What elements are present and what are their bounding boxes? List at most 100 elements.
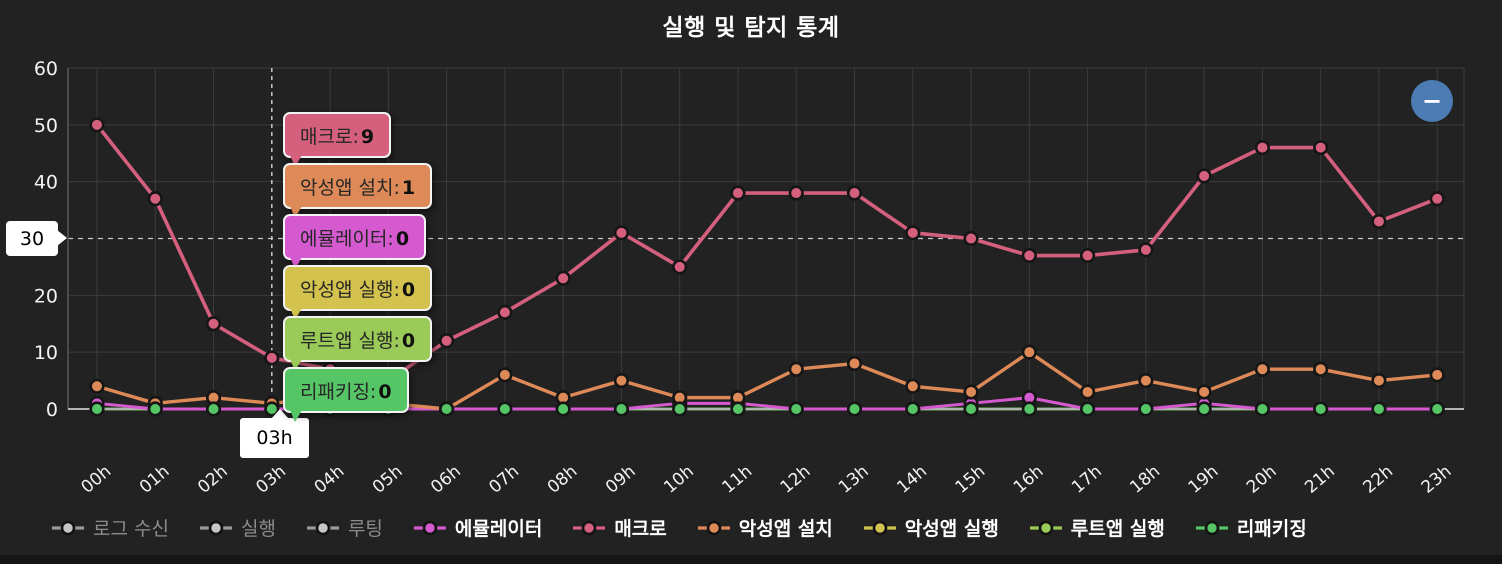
series-repackaging-point[interactable] [846, 401, 863, 417]
series-macro-point[interactable] [1313, 139, 1329, 156]
series-macro-point[interactable] [1429, 191, 1445, 207]
tooltip-value: 1 [401, 177, 416, 199]
series-macro-point[interactable] [788, 185, 804, 201]
series-malapp-install-point[interactable] [1313, 361, 1329, 377]
series-malapp-install-point[interactable] [788, 361, 804, 377]
legend-marker-dot [582, 520, 597, 535]
series-repackaging-point[interactable] [497, 401, 513, 417]
series-macro-point[interactable] [905, 225, 921, 241]
series-repackaging-point[interactable] [613, 401, 630, 417]
legend-label: 매크로 [614, 518, 667, 540]
series-repackaging-point[interactable] [439, 401, 455, 417]
legend-label: 악성앱 설치 [738, 518, 833, 540]
series-malapp-install-point[interactable] [905, 378, 921, 394]
x-axis-cursor-label: 03h [240, 409, 309, 458]
x-tick-label: 16h [1010, 462, 1048, 498]
y-tick-label: 40 [34, 172, 58, 194]
page-title: 실행 및 탐지 통계 [662, 15, 840, 41]
tooltip-tail-icon [290, 410, 302, 422]
series-macro-point[interactable] [1138, 242, 1154, 258]
series-repackaging-point[interactable] [672, 401, 688, 417]
series-repackaging-point[interactable] [1079, 401, 1096, 417]
series-repackaging-point[interactable] [963, 401, 979, 417]
legend-item-repackaging[interactable]: 리패키징 [1194, 514, 1307, 541]
x-tick-label: 13h [835, 462, 873, 498]
x-tick-label: 02h [194, 462, 232, 498]
series-repackaging-point[interactable] [1429, 401, 1445, 417]
series-repackaging-point[interactable] [1021, 401, 1037, 417]
y-tick-label: 50 [34, 115, 58, 137]
legend-marker-icon [52, 520, 84, 535]
y-tick-label: 20 [34, 285, 58, 307]
legend-marker-dot [60, 520, 76, 535]
legend-item-malapp-install[interactable]: 악성앱 설치 [696, 514, 833, 541]
series-repackaging-point[interactable] [1138, 401, 1154, 417]
series-macro-point[interactable] [963, 230, 979, 247]
series-malapp-install-point[interactable] [963, 384, 979, 400]
series-malapp-install-point[interactable] [497, 367, 513, 383]
series-repackaging-point[interactable] [1313, 401, 1329, 417]
series-malapp-install-point[interactable] [846, 355, 863, 372]
tooltip-label: 악성앱 실행: [300, 279, 400, 301]
series-macro-point[interactable] [1196, 168, 1212, 184]
x-tick-label: 00h [78, 462, 116, 498]
legend-item-malapp-exec[interactable]: 악성앱 실행 [862, 514, 999, 541]
series-malapp-install-point[interactable] [1254, 361, 1270, 377]
collapse-chart-button[interactable]: − [1411, 80, 1453, 122]
series-macro-point[interactable] [672, 259, 688, 275]
series-macro-point[interactable] [555, 270, 571, 286]
series-macro-point[interactable] [1254, 139, 1270, 156]
series-macro-point[interactable] [846, 185, 863, 201]
series-malapp-install-point[interactable] [1371, 372, 1387, 389]
series-repackaging-point[interactable] [555, 401, 571, 417]
series-macro-point[interactable] [89, 117, 105, 133]
tooltip-row-repackaging: 리패키징: 0 [283, 367, 409, 422]
legend-item-emulator[interactable]: 에뮬레이터 [412, 514, 542, 541]
x-cursor-value: 03h [256, 427, 293, 449]
series-repackaging-point[interactable] [89, 401, 105, 417]
series-malapp-install-point[interactable] [1079, 384, 1096, 400]
series-malapp-install-point[interactable] [89, 378, 105, 394]
series-macro-point[interactable] [439, 333, 455, 349]
legend-marker-dot [872, 520, 888, 535]
legend-item-exec[interactable]: 실행 [198, 514, 276, 541]
series-malapp-install-point[interactable] [1021, 344, 1037, 360]
series-repackaging-point[interactable] [205, 401, 222, 417]
series-macro-point[interactable] [497, 304, 513, 320]
series-malapp-install-point[interactable] [1196, 384, 1212, 400]
y-cursor-value: 30 [19, 227, 45, 250]
line-chart[interactable]: 010203040506000h01h02h03h04h05h06h07h08h… [0, 0, 1502, 510]
series-repackaging-point[interactable] [905, 401, 921, 417]
footer-strip [0, 555, 1502, 564]
series-malapp-install-point[interactable] [1138, 372, 1154, 389]
series-malapp-install-point[interactable] [1429, 367, 1445, 383]
series-repackaging-point[interactable] [788, 401, 804, 417]
series-malapp-install-point[interactable] [613, 372, 630, 389]
series-repackaging-point[interactable] [1371, 401, 1387, 417]
series-macro-point[interactable] [205, 316, 222, 332]
legend-item-rootapp-exec[interactable]: 루트앱 실행 [1028, 514, 1165, 541]
x-cursor-arrow-icon [271, 409, 289, 419]
series-repackaging-point[interactable] [730, 401, 746, 417]
x-tick-label: 08h [544, 462, 582, 498]
series-macro-point[interactable] [147, 191, 163, 207]
series-macro-point[interactable] [1021, 247, 1037, 264]
tooltip-row-emulator: 에뮬레이터: 0 [283, 214, 427, 269]
series-macro-point[interactable] [1371, 213, 1387, 230]
tooltip-value: 0 [401, 330, 416, 352]
x-tick-label: 15h [952, 462, 990, 498]
series-repackaging-point[interactable] [147, 401, 163, 417]
series-macro-point[interactable] [613, 225, 630, 241]
chart-tooltip-stack: 매크로: 9 악성앱 설치: 1 에뮬레이터: 0 악성앱 실행: 0 루트앱 실행: 0 리패키징… [283, 112, 433, 422]
series-repackaging-point[interactable] [1254, 401, 1270, 417]
series-macro-point[interactable] [1079, 247, 1096, 264]
series-macro-point[interactable] [264, 350, 280, 366]
x-tick-label: 03h [252, 462, 290, 498]
legend-item-rooting[interactable]: 루팅 [305, 514, 383, 541]
legend-item-log-rx[interactable]: 로그 수신 [50, 514, 169, 541]
series-macro-point[interactable] [730, 185, 746, 201]
tooltip-value: 9 [360, 126, 375, 148]
series-repackaging-point[interactable] [1196, 401, 1212, 417]
legend-item-macro[interactable]: 매크로 [571, 514, 667, 541]
legend-marker-dot [422, 520, 438, 535]
